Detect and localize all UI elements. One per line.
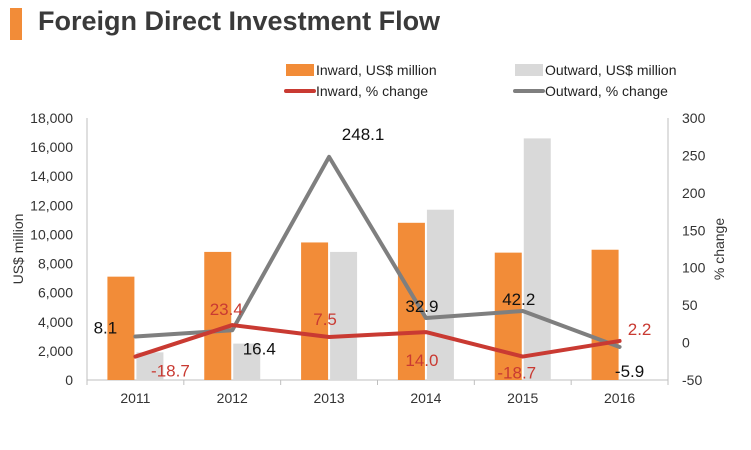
- data-label-inward-pct: 14.0: [405, 351, 438, 370]
- data-label-inward-pct: 2.2: [628, 320, 652, 339]
- line-inward-pct: [133, 323, 622, 359]
- bar-outward: [523, 138, 551, 380]
- data-label-outward-pct: 248.1: [342, 125, 385, 144]
- data-label-inward-pct: -18.7: [497, 364, 536, 383]
- legend-outward-line-label: Outward, % change: [545, 83, 668, 99]
- x-tick-label: 2011: [120, 390, 150, 406]
- legend-outward-bar-swatch: [515, 64, 543, 76]
- data-label-outward-pct: 16.4: [243, 339, 276, 358]
- x-tick-label: 2016: [604, 390, 635, 406]
- x-tick-label: 2014: [410, 390, 441, 406]
- y-tick-label-left: 8,000: [38, 256, 73, 272]
- bar-outward: [426, 209, 454, 380]
- data-label-inward-pct: 23.4: [210, 300, 243, 319]
- legend-inward-line-label: Inward, % change: [316, 83, 428, 99]
- y-tick-label-right: 150: [682, 222, 706, 238]
- y-tick-label-left: 10,000: [30, 226, 73, 242]
- bar-inward: [494, 252, 522, 380]
- x-tick-label: 2012: [217, 390, 248, 406]
- title-accent-bar: [10, 8, 22, 40]
- y-tick-label-left: 14,000: [30, 168, 73, 184]
- y-tick-label-right: 300: [682, 110, 706, 126]
- bar-inward: [301, 242, 329, 380]
- y-tick-label-right: -50: [682, 372, 702, 388]
- y-tick-label-left: 16,000: [30, 139, 73, 155]
- y-tick-label-left: 4,000: [38, 314, 73, 330]
- x-tick-label: 2015: [507, 390, 538, 406]
- y-axis-title-right: % change: [711, 218, 727, 280]
- x-tick-label: 2013: [314, 390, 345, 406]
- y-tick-label-right: 0: [682, 335, 690, 351]
- y-tick-label-right: 250: [682, 147, 706, 163]
- y-axis-title-left: US$ million: [10, 214, 26, 285]
- data-label-outward-pct: 32.9: [405, 297, 438, 316]
- bar-inward: [107, 276, 135, 380]
- y-tick-label-right: 100: [682, 260, 706, 276]
- y-tick-label-left: 12,000: [30, 197, 73, 213]
- data-label-outward-pct: -5.9: [615, 362, 644, 381]
- y-tick-label-left: 0: [65, 372, 73, 388]
- y-tick-label-right: 50: [682, 297, 698, 313]
- data-label-inward-pct: 7.5: [313, 310, 337, 329]
- data-label-inward-pct: -18.7: [151, 362, 190, 381]
- bar-inward: [591, 249, 619, 380]
- bar-inward: [204, 251, 232, 380]
- legend-outward-bar-label: Outward, US$ million: [545, 62, 677, 78]
- legend-inward-bar-label: Inward, US$ million: [316, 62, 437, 78]
- bar-outward: [233, 343, 261, 380]
- y-tick-label-right: 200: [682, 185, 706, 201]
- legend-inward-bar-swatch: [286, 64, 314, 76]
- data-label-outward-pct: 8.1: [94, 319, 118, 338]
- bar-outward: [330, 251, 358, 380]
- y-tick-label-left: 6,000: [38, 285, 73, 301]
- bar-outward: [136, 352, 164, 380]
- data-label-outward-pct: 42.2: [502, 290, 535, 309]
- page-title: Foreign Direct Investment Flow: [38, 6, 441, 36]
- y-tick-label-left: 2,000: [38, 343, 73, 359]
- bar-inward: [397, 222, 425, 380]
- y-tick-label-left: 18,000: [30, 110, 73, 126]
